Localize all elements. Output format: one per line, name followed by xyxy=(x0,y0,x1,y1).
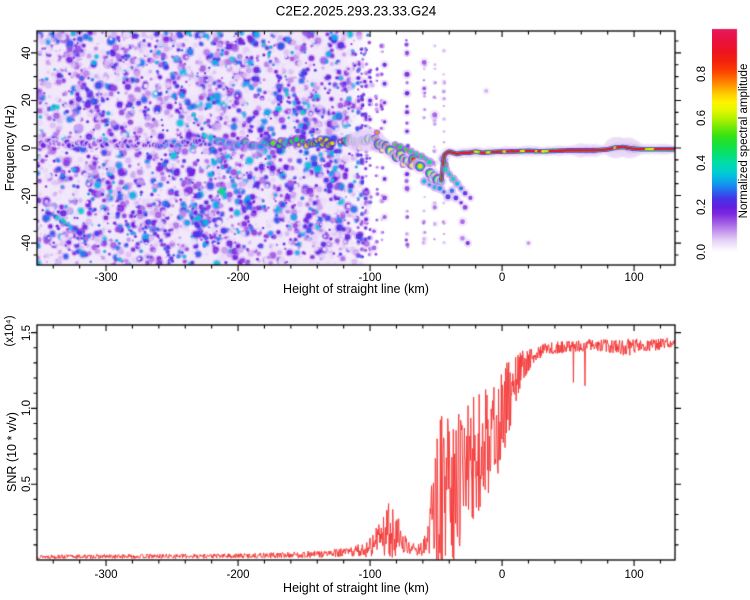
snr-x-tick-label: -200 xyxy=(226,568,250,581)
snr-y-tick-label: 0.5 xyxy=(20,476,33,493)
spectrogram-x-tick-label: -100 xyxy=(358,271,382,284)
snr-x-tick-label: -100 xyxy=(358,568,382,581)
spectrogram-x-tick-label: -200 xyxy=(226,271,250,284)
spectrogram-x-tick-label: 100 xyxy=(624,271,644,284)
spectrogram-canvas xyxy=(21,14,691,280)
colorbar-tick-label: 0.8 xyxy=(696,65,708,82)
snr-xaxis-label: Height of straight line (km) xyxy=(283,581,429,595)
spectrogram-y-tick-label: 0 xyxy=(20,144,33,152)
spectrogram-y-tick-label: 40 xyxy=(20,46,33,60)
spectrogram-y-tick-label: 20 xyxy=(20,94,33,107)
snr-x-tick-label: -300 xyxy=(94,568,118,581)
snr-canvas xyxy=(21,318,691,570)
spectrogram-x-tick-label: -300 xyxy=(94,271,118,284)
snr-y-tick-label: 1.0 xyxy=(20,400,33,417)
colorbar-tick-label: 0.4 xyxy=(696,154,708,171)
snr-yaxis-label: SNR (10 * v/v) xyxy=(5,412,19,492)
snr-y-tick-label: 1.5 xyxy=(20,324,33,341)
spectrogram-xaxis-label: Height of straight line (km) xyxy=(283,282,429,296)
colorbar-tick-label: 0.2 xyxy=(696,199,708,216)
spectrogram-x-tick-label: 0 xyxy=(498,271,506,284)
colorbar-tick-label: 0.0 xyxy=(696,244,708,260)
snr-x-tick-label: 100 xyxy=(624,568,644,581)
spectrogram-yaxis-label: Frequency (Hz) xyxy=(3,104,17,192)
colorbar-label: Normalized spectral amplitude xyxy=(738,63,750,219)
spectrogram-y-tick-label: -40 xyxy=(20,234,33,252)
spectrogram-y-tick-label: -20 xyxy=(20,187,33,204)
colorbar-tick-label: 0.6 xyxy=(696,110,708,127)
snr-x-tick-label: 0 xyxy=(498,568,506,581)
colorbar-gradient xyxy=(712,28,738,254)
snr-yaxis-scale-label: (x10⁴) xyxy=(4,315,16,347)
